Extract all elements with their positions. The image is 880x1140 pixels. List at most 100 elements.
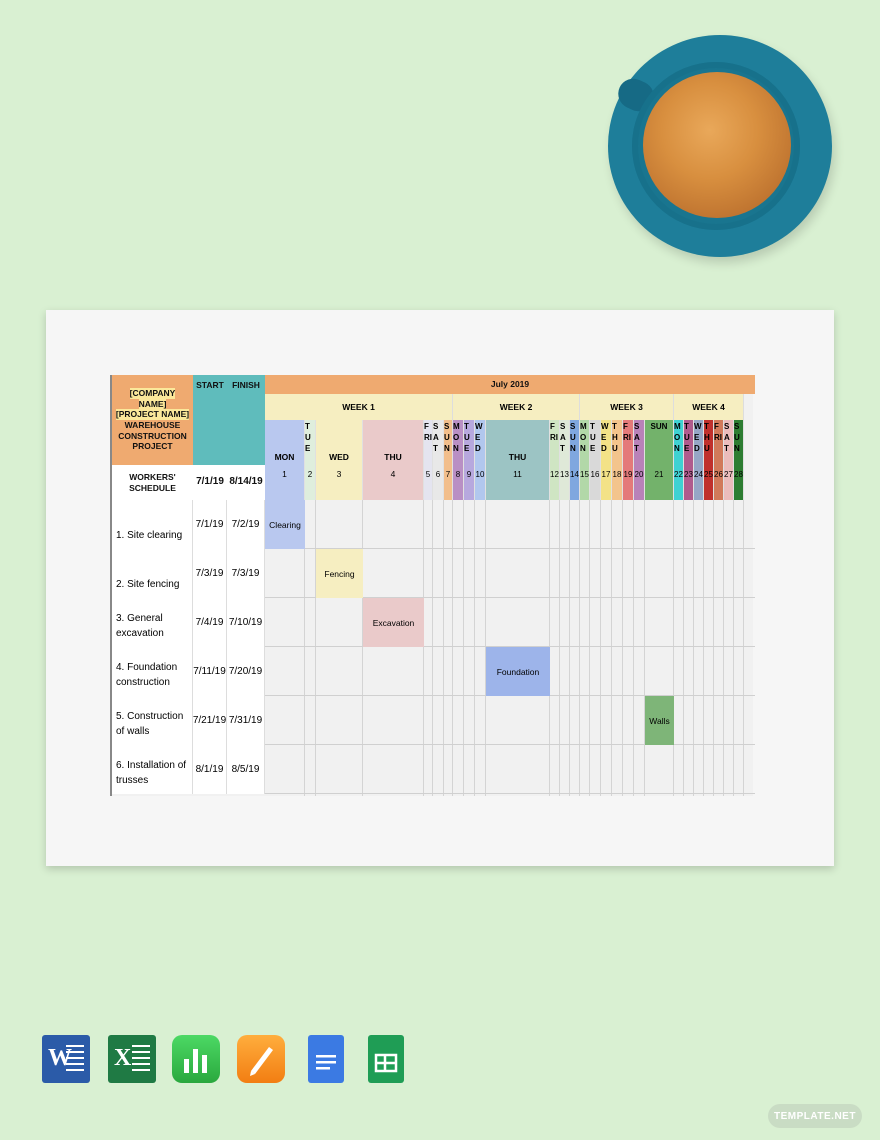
finish-column-header: FINISH <box>227 375 265 465</box>
task-start-date: 7/1/19 <box>193 500 227 549</box>
week-header: WEEK 4 <box>674 394 744 420</box>
schedule-spreadsheet: [COMPANY NAME] [PROJECT NAME] WAREHOUSE … <box>110 375 755 796</box>
day-number: 10 <box>475 465 486 500</box>
day-number: 23 <box>684 465 694 500</box>
grid-line <box>485 500 486 796</box>
day-header: SAT <box>634 420 645 465</box>
task-start-date: 7/3/19 <box>193 549 227 598</box>
task-name: 3. General excavation <box>112 598 193 647</box>
pages-icon[interactable] <box>237 1035 285 1083</box>
grid-line <box>579 500 580 796</box>
day-header: SUN <box>734 420 744 465</box>
watermark-badge: TEMPLATE.NET <box>768 1104 862 1128</box>
day-header: TUE <box>464 420 475 465</box>
day-header: TUE <box>305 420 316 465</box>
task-finish-date: 7/20/19 <box>227 647 265 696</box>
workers-schedule-label: WORKERS' SCHEDULE <box>112 465 193 500</box>
table-row <box>112 647 755 696</box>
coffee-surface <box>643 72 791 218</box>
grid-line <box>304 500 305 796</box>
week-header: WEEK 1 <box>265 394 453 420</box>
day-number: 3 <box>316 465 363 500</box>
google-docs-icon[interactable] <box>308 1035 344 1083</box>
task-start-date: 7/21/19 <box>193 696 227 745</box>
day-header: TUE <box>590 420 601 465</box>
excel-icon[interactable]: X <box>108 1035 156 1083</box>
day-header: SAT <box>433 420 444 465</box>
day-header: SAT <box>724 420 734 465</box>
table-row <box>112 598 755 647</box>
table-row <box>112 549 755 598</box>
day-number: 24 <box>694 465 704 500</box>
day-header: FRI <box>424 420 433 465</box>
day-number: 16 <box>590 465 601 500</box>
grid-line <box>743 500 744 796</box>
day-header: MON <box>674 420 684 465</box>
day-number: 22 <box>674 465 684 500</box>
task-name: 4. Foundation construction <box>112 647 193 696</box>
day-number: 28 <box>734 465 744 500</box>
grid-line <box>600 500 601 796</box>
day-header: WED <box>694 420 704 465</box>
grid-line <box>432 500 433 796</box>
day-header: WED <box>316 420 363 465</box>
grid-line <box>474 500 475 796</box>
day-header: THU <box>486 420 550 465</box>
week-header: WEEK 3 <box>580 394 674 420</box>
task-start-date: 7/4/19 <box>193 598 227 647</box>
day-number: 5 <box>424 465 433 500</box>
grid-line <box>463 500 464 796</box>
month-header: July 2019 <box>265 375 755 394</box>
day-header: SUN <box>645 420 674 465</box>
day-header: MON <box>265 420 305 465</box>
gantt-bar: Fencing <box>316 549 363 598</box>
day-header: THU <box>363 420 424 465</box>
day-number: 17 <box>601 465 612 500</box>
gantt-bar: Clearing <box>265 500 305 549</box>
numbers-icon[interactable] <box>172 1035 220 1083</box>
project-finish-date: 8/14/19 <box>227 465 265 500</box>
day-number: 25 <box>704 465 714 500</box>
day-header: WED <box>601 420 612 465</box>
day-number: 9 <box>464 465 475 500</box>
day-number: 18 <box>612 465 623 500</box>
task-start-date: 8/1/19 <box>193 745 227 794</box>
day-header: SUN <box>570 420 580 465</box>
task-finish-date: 7/3/19 <box>227 549 265 598</box>
day-number: 21 <box>645 465 674 500</box>
day-header: FRI <box>550 420 560 465</box>
grid-line <box>683 500 684 796</box>
day-header: TUE <box>684 420 694 465</box>
word-icon[interactable]: W <box>42 1035 90 1083</box>
grid-line <box>622 500 623 796</box>
project-start-date: 7/1/19 <box>193 465 227 500</box>
day-header: SUN <box>444 420 453 465</box>
day-header: SAT <box>560 420 570 465</box>
day-header: MON <box>580 420 590 465</box>
day-number: 4 <box>363 465 424 500</box>
google-sheets-icon[interactable] <box>368 1035 404 1083</box>
day-header: MON <box>453 420 464 465</box>
day-number: 12 <box>550 465 560 500</box>
gantt-bar: Walls <box>645 696 674 745</box>
grid-line <box>673 500 674 796</box>
task-start-date: 7/11/19 <box>193 647 227 696</box>
grid-line <box>733 500 734 796</box>
day-number: 13 <box>560 465 570 500</box>
day-number: 6 <box>433 465 444 500</box>
task-name: 2. Site fencing <box>112 549 193 598</box>
day-number: 14 <box>570 465 580 500</box>
grid-line <box>362 500 363 796</box>
task-name: 1. Site clearing <box>112 500 193 549</box>
grid-line <box>569 500 570 796</box>
day-number: 1 <box>265 465 305 500</box>
day-number: 15 <box>580 465 590 500</box>
grid-line <box>559 500 560 796</box>
task-finish-date: 8/5/19 <box>227 745 265 794</box>
day-header: WED <box>475 420 486 465</box>
grid-line <box>703 500 704 796</box>
day-number: 27 <box>724 465 734 500</box>
day-header: THU <box>612 420 623 465</box>
day-number: 20 <box>634 465 645 500</box>
grid-line <box>611 500 612 796</box>
